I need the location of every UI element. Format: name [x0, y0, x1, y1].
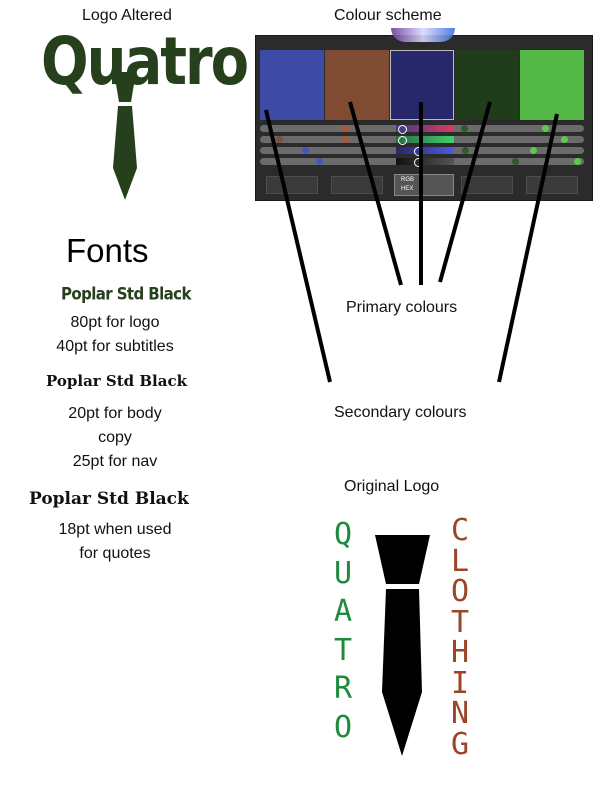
slider-knob[interactable]: [342, 136, 349, 143]
font-spec-2: 20pt for body copy 25pt for nav: [30, 402, 200, 474]
slider-knob[interactable]: [398, 125, 407, 134]
blue-channel-bar[interactable]: [396, 147, 454, 154]
altered-logo-tie-icon: [113, 72, 137, 200]
font-spec-1: 80pt for logo 40pt for subtitles: [30, 311, 200, 359]
slider-knob[interactable]: [461, 125, 468, 132]
logo-letter: T: [450, 604, 470, 640]
logo-letter: Q: [333, 517, 353, 552]
colour-scheme-label: Colour scheme: [334, 7, 442, 24]
primary-pointer-line: [348, 101, 403, 286]
slider-knob[interactable]: [462, 147, 469, 154]
logo-altered-label: Logo Altered: [82, 7, 172, 24]
slider-knob[interactable]: [561, 136, 568, 143]
logo-letter: O: [333, 709, 353, 745]
quatro-letters: Q U A T R O: [328, 516, 358, 747]
secondary-pointer-line: [264, 109, 332, 383]
logo-letter: I: [450, 665, 470, 701]
swatch-light-green[interactable]: [520, 50, 584, 120]
hex-tag: HEX: [401, 186, 414, 192]
logo-letter: C: [450, 513, 470, 548]
logo-letter: O: [450, 574, 470, 609]
active-mode-box[interactable]: RGB HEX: [394, 174, 454, 196]
font-sample-serif-large: Poplar Std Black: [29, 489, 189, 509]
clothing-letters: C L O T H I N G: [445, 513, 475, 762]
spec-line: copy: [98, 429, 132, 446]
spec-line: 18pt when used: [58, 521, 172, 538]
logo-letter: G: [450, 726, 470, 762]
logo-letter: N: [450, 696, 470, 731]
colour-wheel-edge: [391, 28, 455, 42]
mode-box[interactable]: [461, 176, 513, 194]
primary-pointer-line: [438, 101, 492, 283]
logo-letter: L: [450, 543, 470, 579]
fonts-title: Fonts: [66, 232, 149, 269]
spec-line: 25pt for nav: [72, 453, 158, 470]
slider-knob[interactable]: [342, 125, 349, 132]
slider-knob[interactable]: [542, 125, 549, 132]
slider-knob[interactable]: [574, 158, 581, 165]
altered-logo-wordmark: Quatro: [41, 24, 249, 101]
font-sample-poplar: Poplar Std Black: [61, 284, 191, 305]
font-sample-serif: Poplar Std Black: [46, 372, 188, 390]
slider-knob[interactable]: [276, 136, 283, 143]
secondary-pointer-line: [497, 113, 559, 383]
spec-line: 20pt for body: [68, 405, 162, 422]
logo-letter: U: [333, 555, 353, 591]
slider-knob[interactable]: [302, 147, 309, 154]
slider-knob[interactable]: [512, 158, 519, 165]
swatch-blue[interactable]: [260, 50, 324, 120]
spec-line: 40pt for subtitles: [56, 338, 174, 355]
logo-letter: R: [333, 671, 353, 706]
colour-picker-panel: RGB HEX: [255, 28, 593, 201]
mode-box[interactable]: [266, 176, 318, 194]
rgb-tag: RGB: [401, 177, 415, 183]
original-logo-label: Original Logo: [344, 478, 440, 495]
secondary-colours-label: Secondary colours: [334, 404, 467, 421]
logo-letter: T: [333, 632, 353, 668]
logo-letter: A: [333, 594, 353, 629]
slider-knob[interactable]: [398, 136, 407, 145]
primary-colours-label: Primary colours: [346, 299, 458, 316]
red-channel-bar[interactable]: [396, 125, 454, 132]
spec-line: for quotes: [79, 545, 151, 562]
slider-knob[interactable]: [530, 147, 537, 154]
spec-line: 80pt for logo: [70, 314, 160, 331]
original-logo-tie-icon: [375, 535, 430, 756]
logo-letter: H: [450, 635, 470, 670]
swatch-brown[interactable]: [325, 50, 389, 120]
slider-knob[interactable]: [316, 158, 323, 165]
green-channel-bar[interactable]: [396, 136, 454, 143]
font-spec-3: 18pt when used for quotes: [30, 518, 200, 566]
alpha-channel-bar[interactable]: [396, 158, 454, 165]
